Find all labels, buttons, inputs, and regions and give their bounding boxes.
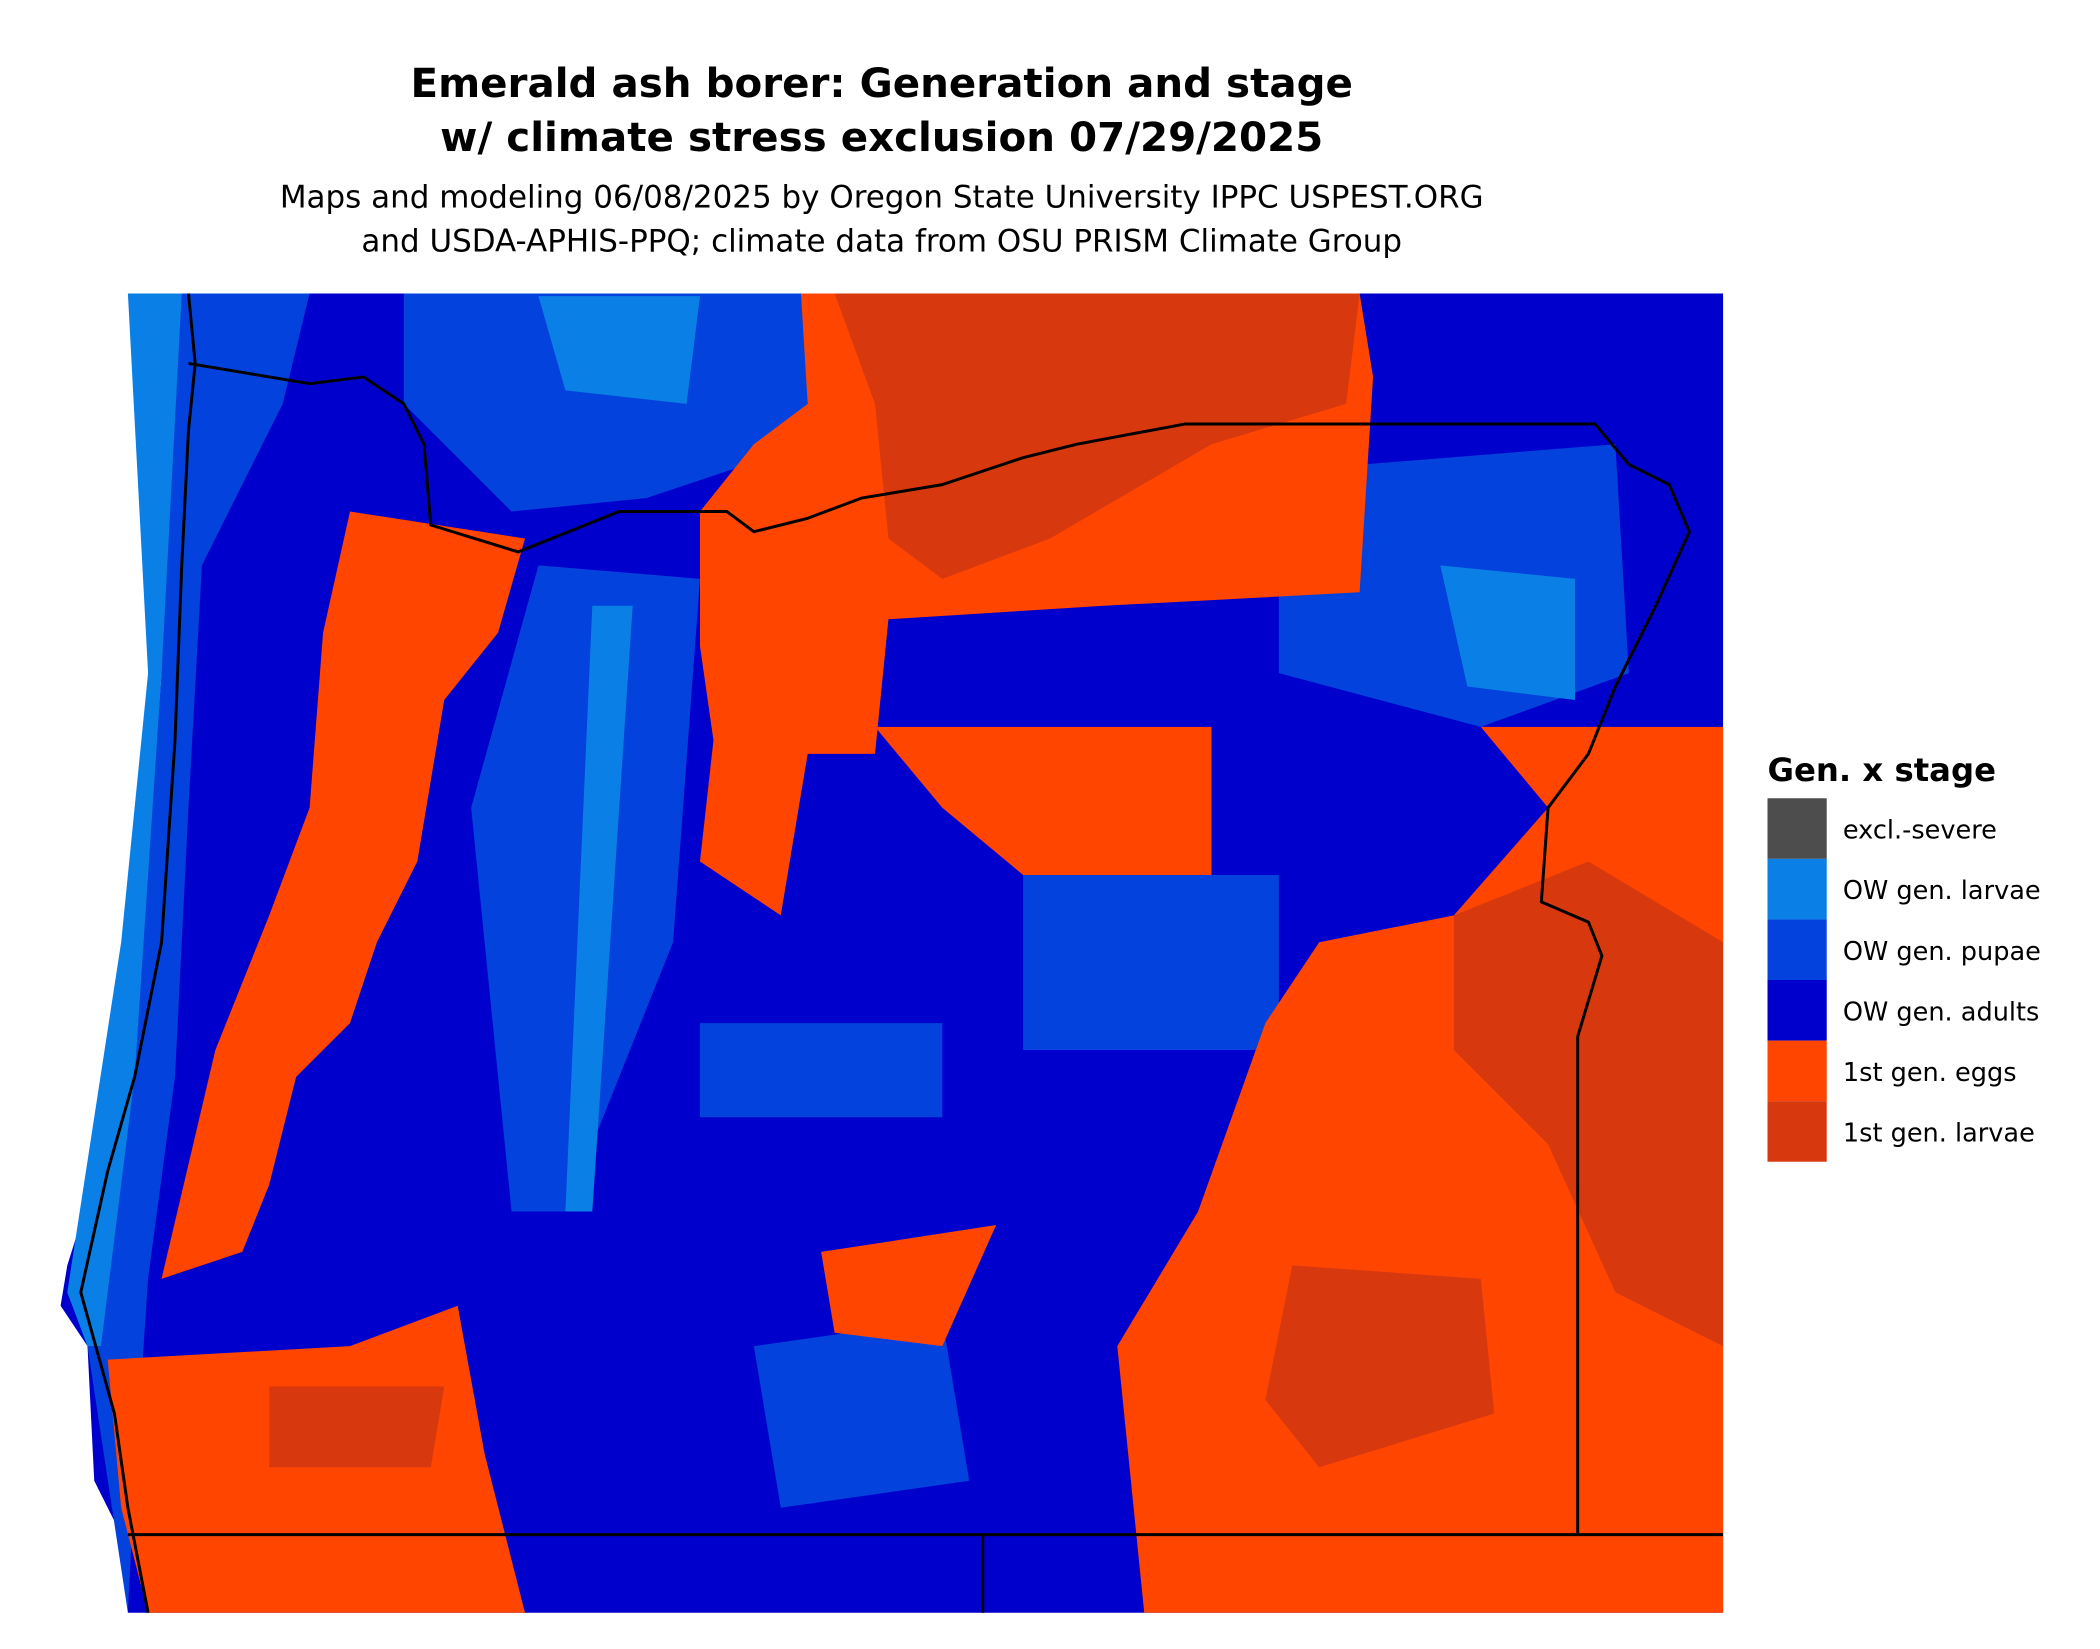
- legend-swatch: [1767, 1040, 1827, 1102]
- title-line-2: w/ climate stress exclusion 07/29/2025: [440, 114, 1323, 161]
- subtitle-line-1: Maps and modeling 06/08/2025 by Oregon S…: [280, 179, 1484, 215]
- region: [753, 1319, 970, 1508]
- legend-swatch: [1767, 980, 1827, 1041]
- legend-swatch: [1767, 798, 1827, 859]
- region: [67, 293, 310, 1613]
- region: [700, 293, 1374, 916]
- region: [1440, 565, 1575, 700]
- title-line-1: Emerald ash borer: Generation and stage: [411, 60, 1353, 107]
- region: [67, 293, 182, 1347]
- region: [565, 605, 633, 1212]
- region: [1265, 1265, 1495, 1468]
- legend-label: 1st gen. eggs: [1843, 1058, 2017, 1088]
- legend-label: 1st gen. larvae: [1843, 1119, 2035, 1149]
- region: [538, 296, 700, 404]
- region: [821, 1225, 997, 1347]
- legend-swatch: [1767, 858, 1827, 920]
- region: [875, 726, 1212, 875]
- region: [161, 511, 526, 1279]
- legend-title: Gen. x stage: [1768, 751, 1996, 789]
- map: [60, 293, 1724, 1613]
- region: [1453, 861, 1724, 1347]
- region: [700, 1023, 943, 1118]
- region: [1023, 875, 1279, 1050]
- region: [834, 293, 1360, 579]
- legend-label: OW gen. adults: [1843, 997, 2039, 1027]
- legend-swatch: [1767, 1101, 1827, 1162]
- region: [403, 293, 808, 512]
- legend-label: excl.-severe: [1843, 816, 1997, 846]
- legend-label: OW gen. larvae: [1843, 876, 2041, 906]
- state-border: [188, 362, 1691, 1535]
- legend: Gen. x stage excl.-severe OW gen. larvae O…: [1767, 751, 2041, 1162]
- region: [269, 1386, 445, 1468]
- subtitle-line-2: and USDA-APHIS-PPQ; climate data from OS…: [361, 224, 1402, 260]
- legend-swatch: [1767, 919, 1827, 980]
- legend-label: OW gen. pupae: [1843, 937, 2041, 967]
- coastline: [79, 293, 197, 1613]
